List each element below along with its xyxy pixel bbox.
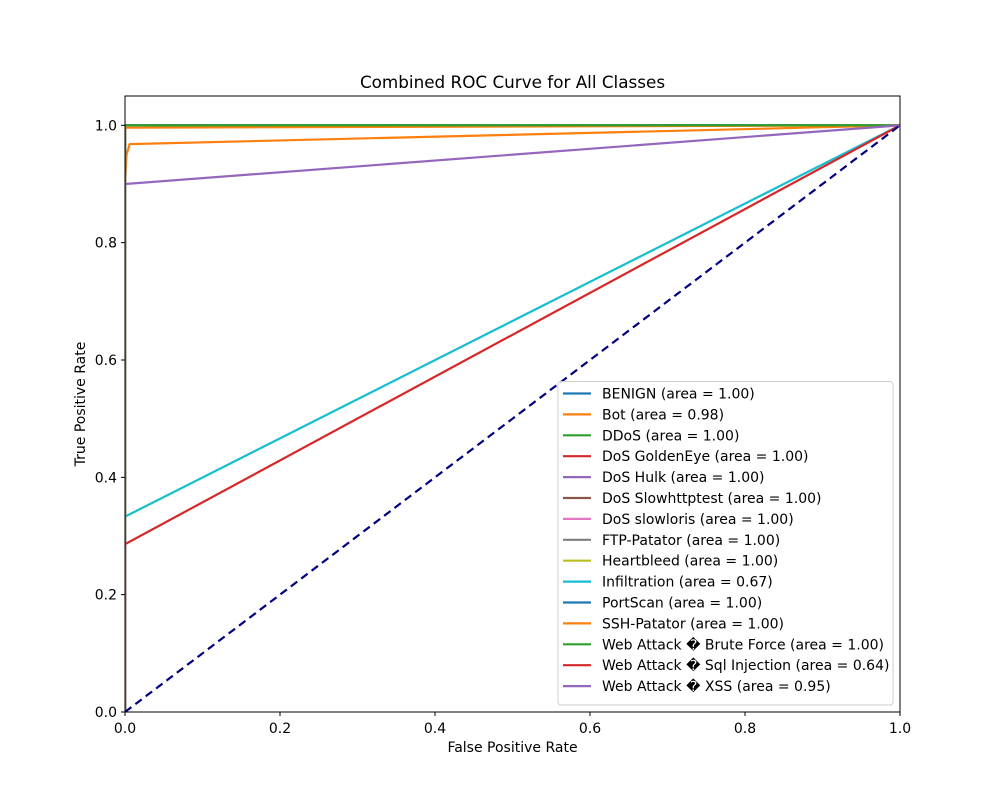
axes-border	[124, 95, 901, 713]
legend-entry-label: DDoS (area = 1.00)	[602, 428, 739, 444]
y-tick-label: 1.0	[95, 118, 117, 134]
legend-entry-label: DoS Hulk (area = 1.00)	[602, 470, 764, 486]
legend-entry-label: Bot (area = 0.98)	[602, 407, 724, 423]
x-tick-label: 0.6	[579, 721, 601, 737]
y-tick-label: 0.8	[95, 236, 117, 252]
y-axis: 0.0 0.2 0.4 0.6 0.8 1.0	[95, 118, 125, 721]
x-tick-label: 0.8	[734, 721, 756, 737]
reference-diagonal-line	[125, 124, 900, 712]
roc-line-13	[125, 124, 900, 712]
y-tick-label: 0.2	[95, 588, 117, 604]
roc-line-12	[125, 124, 900, 712]
legend-entry-label: PortScan (area = 1.00)	[602, 596, 762, 612]
legend-entry-label: Web Attack � Sql Injection (area = 0.64)	[602, 657, 889, 674]
roc-line-9	[125, 124, 900, 712]
roc-line-14	[125, 124, 900, 712]
y-tick-label: 0.6	[95, 353, 117, 369]
roc-line-1	[125, 124, 900, 712]
legend-entry-label: DoS GoldenEye (area = 1.00)	[602, 449, 809, 465]
legend: BENIGN (area = 1.00) Bot (area = 0.98) DDo…	[557, 381, 894, 706]
plot-area	[125, 124, 900, 712]
chart-title: Combined ROC Curve for All Classes	[360, 72, 665, 92]
x-axis: 0.0 0.2 0.4 0.6 0.8 1.0	[114, 712, 911, 737]
legend-entry-label: FTP-Patator (area = 1.00)	[602, 533, 780, 549]
x-tick-label: 0.2	[269, 721, 291, 737]
y-axis-title: True Positive Rate	[73, 342, 89, 468]
y-tick-label: 0.4	[95, 470, 117, 486]
legend-entry-label: DoS slowloris (area = 1.00)	[602, 512, 794, 528]
axes-frame	[124, 95, 901, 713]
y-tick-label: 0.0	[95, 705, 117, 721]
legend-box	[557, 381, 894, 706]
legend-entry-label: DoS Slowhttptest (area = 1.00)	[602, 491, 822, 507]
x-axis-title: False Positive Rate	[447, 740, 577, 756]
legend-entry-label: Heartbleed (area = 1.00)	[602, 554, 778, 570]
x-tick-label: 0.4	[424, 721, 446, 737]
legend-entry-label: Web Attack � XSS (area = 0.95)	[602, 678, 831, 695]
legend-entry-label: Infiltration (area = 0.67)	[602, 575, 773, 591]
x-tick-label: 0.0	[114, 721, 136, 737]
legend-entry-label: BENIGN (area = 1.00)	[602, 387, 755, 403]
legend-entry-label: SSH-Patator (area = 1.00)	[602, 616, 784, 632]
x-tick-label: 1.0	[889, 721, 911, 737]
legend-entry-label: Web Attack � Brute Force (area = 1.00)	[602, 636, 884, 653]
